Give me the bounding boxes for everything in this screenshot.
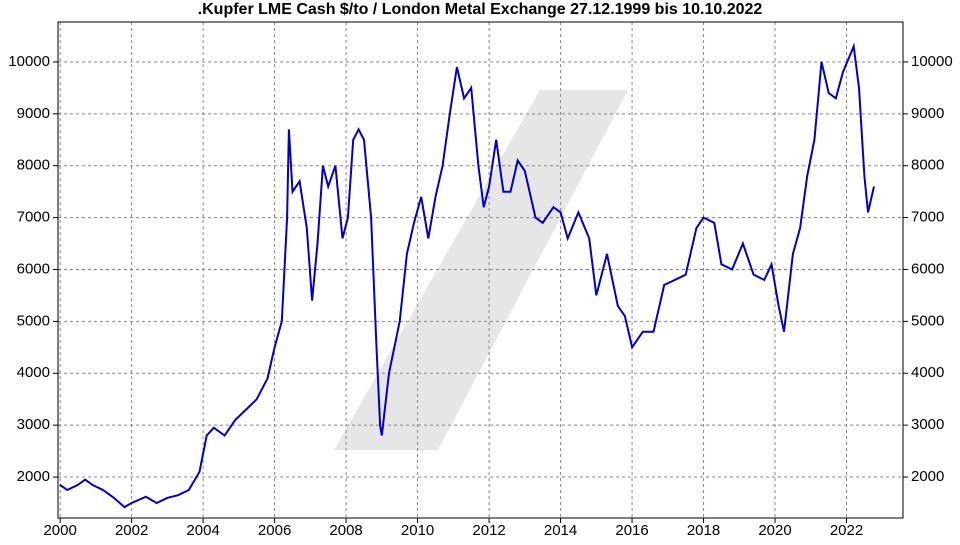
x-tick-label: 2006 (258, 522, 291, 539)
x-tick-label: 2002 (115, 522, 148, 539)
x-tick-label: 2022 (830, 522, 863, 539)
y-tick-label: 7000 (17, 209, 50, 226)
x-tick-label: 2014 (544, 522, 577, 539)
y-tick-label: 6000 (17, 260, 50, 277)
y2-tick-label: 9000 (911, 105, 944, 122)
x-tick-label: 2016 (615, 522, 648, 539)
price-line (59, 42, 875, 509)
x-tick-label: 2004 (186, 522, 219, 539)
x-tick-label: 2012 (472, 522, 505, 539)
x-tick-label: 2020 (758, 522, 791, 539)
y2-tick-label: 3000 (911, 416, 944, 433)
y2-tick-label: 8000 (911, 157, 944, 174)
y2-tick-label: 4000 (911, 364, 944, 381)
x-tick-label: 2010 (401, 522, 434, 539)
x-tick-label: 2000 (43, 522, 76, 539)
y-tick-label: 2000 (17, 468, 50, 485)
x-tick-label: 2018 (687, 522, 720, 539)
y2-tick-label: 6000 (911, 260, 944, 277)
y-tick-label: 8000 (17, 157, 50, 174)
y-tick-label: 3000 (17, 416, 50, 433)
x-tick-label: 2008 (329, 522, 362, 539)
y2-tick-label: 5000 (911, 312, 944, 329)
watermark (334, 90, 628, 450)
y2-tick-label: 10000 (911, 53, 953, 70)
y2-tick-label: 7000 (911, 209, 944, 226)
y-tick-label: 5000 (17, 312, 50, 329)
chart-title: .Kupfer LME Cash $/to / London Metal Exc… (198, 1, 763, 18)
y-tick-label: 4000 (17, 364, 50, 381)
y-tick-label: 10000 (8, 53, 50, 70)
y2-tick-label: 2000 (911, 468, 944, 485)
y-tick-label: 9000 (17, 105, 50, 122)
plot-frame (57, 21, 904, 519)
